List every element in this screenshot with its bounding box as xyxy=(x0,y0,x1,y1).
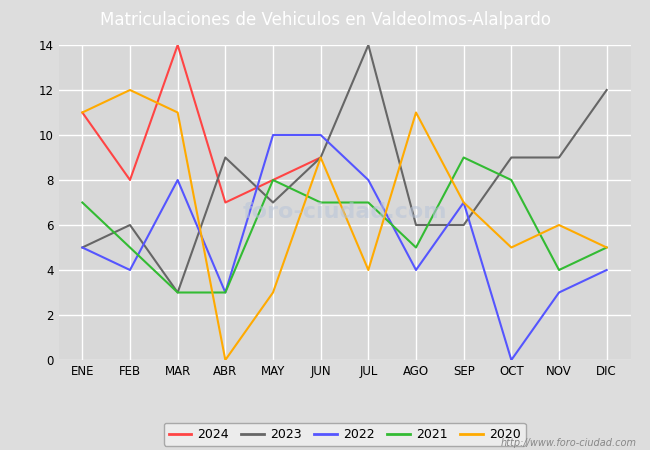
2023 xyxy=(126,222,134,228)
2020 xyxy=(555,222,563,228)
2022 xyxy=(508,357,515,363)
2021 xyxy=(603,245,610,250)
Line: 2022: 2022 xyxy=(83,135,606,360)
2020 xyxy=(412,110,420,115)
2020 xyxy=(269,290,277,295)
2024 xyxy=(79,110,86,115)
2021 xyxy=(412,245,420,250)
2020 xyxy=(222,357,229,363)
2022 xyxy=(222,290,229,295)
2020 xyxy=(460,200,467,205)
2022 xyxy=(126,267,134,273)
2021 xyxy=(79,200,86,205)
2020 xyxy=(317,155,324,160)
2020 xyxy=(365,267,372,273)
2022 xyxy=(79,245,86,250)
2024 xyxy=(269,177,277,183)
2023 xyxy=(460,222,467,228)
2022 xyxy=(603,267,610,273)
2022 xyxy=(460,200,467,205)
2023 xyxy=(222,155,229,160)
2021 xyxy=(317,200,324,205)
2020 xyxy=(174,110,181,115)
Line: 2023: 2023 xyxy=(83,45,606,292)
2023 xyxy=(317,155,324,160)
2023 xyxy=(603,87,610,93)
2020 xyxy=(126,87,134,93)
2021 xyxy=(555,267,563,273)
2024 xyxy=(317,155,324,160)
2022 xyxy=(269,132,277,138)
2022 xyxy=(555,290,563,295)
2022 xyxy=(174,177,181,183)
2023 xyxy=(174,290,181,295)
2024 xyxy=(126,177,134,183)
2023 xyxy=(269,200,277,205)
2022 xyxy=(412,267,420,273)
Line: 2024: 2024 xyxy=(83,45,320,202)
2021 xyxy=(508,177,515,183)
Text: Matriculaciones de Vehiculos en Valdeolmos-Alalpardo: Matriculaciones de Vehiculos en Valdeolm… xyxy=(99,11,551,29)
Legend: 2024, 2023, 2022, 2021, 2020: 2024, 2023, 2022, 2021, 2020 xyxy=(164,423,525,446)
Text: foro-ciudad.com: foro-ciudad.com xyxy=(242,202,447,222)
2021 xyxy=(126,245,134,250)
Text: http://www.foro-ciudad.com: http://www.foro-ciudad.com xyxy=(501,438,637,448)
2023 xyxy=(365,42,372,48)
2024 xyxy=(222,200,229,205)
Line: 2021: 2021 xyxy=(83,158,606,292)
2023 xyxy=(555,155,563,160)
2022 xyxy=(317,132,324,138)
Line: 2020: 2020 xyxy=(83,90,606,360)
2022 xyxy=(365,177,372,183)
2020 xyxy=(79,110,86,115)
2024 xyxy=(174,42,181,48)
2020 xyxy=(603,245,610,250)
2023 xyxy=(79,245,86,250)
2021 xyxy=(174,290,181,295)
2023 xyxy=(508,155,515,160)
2023 xyxy=(412,222,420,228)
2021 xyxy=(460,155,467,160)
2021 xyxy=(222,290,229,295)
2021 xyxy=(365,200,372,205)
2021 xyxy=(269,177,277,183)
2020 xyxy=(508,245,515,250)
